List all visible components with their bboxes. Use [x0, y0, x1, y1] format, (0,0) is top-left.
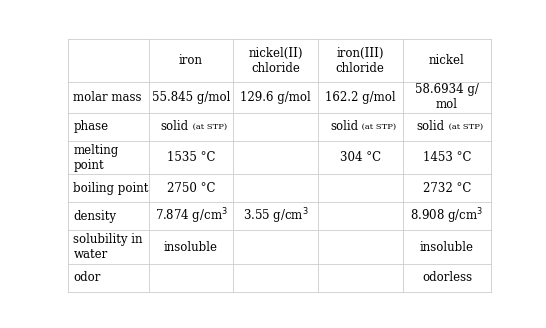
- Text: solid: solid: [330, 120, 358, 133]
- Text: 304 °C: 304 °C: [340, 151, 381, 164]
- Text: nickel: nickel: [429, 54, 465, 67]
- Text: solubility in
water: solubility in water: [73, 233, 143, 261]
- Text: 7.874 g/cm$^3$: 7.874 g/cm$^3$: [155, 207, 227, 226]
- Text: solid: solid: [417, 120, 445, 133]
- Text: melting
point: melting point: [73, 144, 118, 172]
- Text: density: density: [73, 210, 116, 223]
- Text: (at STP): (at STP): [359, 123, 396, 131]
- Text: nickel(II)
chloride: nickel(II) chloride: [248, 47, 303, 75]
- Text: 1535 °C: 1535 °C: [167, 151, 215, 164]
- Text: 3.55 g/cm$^3$: 3.55 g/cm$^3$: [243, 207, 308, 226]
- Text: 2732 °C: 2732 °C: [423, 182, 471, 195]
- Text: 1453 °C: 1453 °C: [423, 151, 471, 164]
- Text: boiling point: boiling point: [73, 182, 149, 195]
- Text: iron(III)
chloride: iron(III) chloride: [336, 47, 385, 75]
- Text: molar mass: molar mass: [73, 91, 142, 104]
- Text: 58.6934 g/
mol: 58.6934 g/ mol: [415, 83, 479, 112]
- Text: 129.6 g/mol: 129.6 g/mol: [240, 91, 311, 104]
- Text: 55.845 g/mol: 55.845 g/mol: [152, 91, 230, 104]
- Text: phase: phase: [73, 120, 109, 133]
- Text: iron: iron: [179, 54, 203, 67]
- Text: insoluble: insoluble: [164, 241, 218, 254]
- Text: 2750 °C: 2750 °C: [167, 182, 215, 195]
- Text: solid: solid: [161, 120, 189, 133]
- Text: (at STP): (at STP): [446, 123, 483, 131]
- Text: odorless: odorless: [422, 272, 472, 284]
- Text: 8.908 g/cm$^3$: 8.908 g/cm$^3$: [411, 207, 484, 226]
- Text: insoluble: insoluble: [420, 241, 474, 254]
- Text: 162.2 g/mol: 162.2 g/mol: [325, 91, 395, 104]
- Text: (at STP): (at STP): [189, 123, 227, 131]
- Text: odor: odor: [73, 272, 100, 284]
